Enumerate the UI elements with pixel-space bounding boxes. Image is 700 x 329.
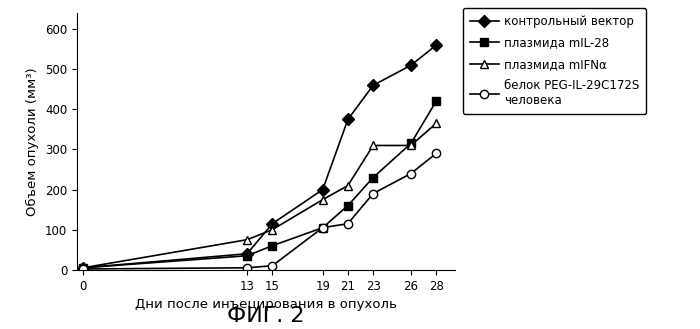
Line: контрольный вектор: контрольный вектор: [79, 41, 440, 272]
плазмида mIL-28: [318, 226, 327, 230]
Y-axis label: Объем опухоли (мм³): Объем опухоли (мм³): [27, 67, 39, 216]
белок PEG-IL-29C172S
человека: [79, 267, 88, 271]
плазмида mIFNα: [344, 184, 352, 188]
плазмида mIL-28: [432, 99, 440, 103]
Line: плазмида mIL-28: плазмида mIL-28: [79, 97, 440, 272]
белок PEG-IL-29C172S
человека: [243, 266, 251, 270]
плазмида mIL-28: [369, 176, 377, 180]
плазмида mIFNα: [407, 143, 415, 147]
X-axis label: Дни после инъецирования в опухоль: Дни после инъецирования в опухоль: [135, 298, 397, 311]
белок PEG-IL-29C172S
человека: [268, 264, 277, 268]
плазмида mIFNα: [79, 266, 88, 270]
плазмида mIFNα: [318, 198, 327, 202]
контрольный вектор: [407, 63, 415, 67]
Line: белок PEG-IL-29C172S
человека: белок PEG-IL-29C172S человека: [79, 149, 440, 273]
плазмида mIL-28: [243, 254, 251, 258]
плазмида mIL-28: [79, 266, 88, 270]
контрольный вектор: [243, 252, 251, 256]
Line: плазмида mIFNα: плазмида mIFNα: [79, 119, 440, 272]
плазмида mIFNα: [243, 238, 251, 242]
контрольный вектор: [344, 117, 352, 121]
плазмида mIFNα: [268, 228, 277, 232]
белок PEG-IL-29C172S
человека: [432, 152, 440, 156]
белок PEG-IL-29C172S
человека: [369, 191, 377, 195]
плазмида mIL-28: [344, 204, 352, 208]
Text: ФИГ. 2: ФИГ. 2: [228, 306, 304, 326]
контрольный вектор: [432, 43, 440, 47]
плазмида mIL-28: [407, 141, 415, 145]
контрольный вектор: [79, 266, 88, 270]
плазмида mIFNα: [369, 143, 377, 147]
контрольный вектор: [369, 83, 377, 87]
белок PEG-IL-29C172S
человека: [318, 226, 327, 230]
контрольный вектор: [318, 188, 327, 191]
контрольный вектор: [268, 222, 277, 226]
белок PEG-IL-29C172S
человека: [344, 222, 352, 226]
белок PEG-IL-29C172S
человека: [407, 172, 415, 176]
плазмида mIFNα: [432, 121, 440, 125]
плазмида mIL-28: [268, 244, 277, 248]
Legend: контрольный вектор, плазмида mIL-28, плазмида mIFNα, белок PEG-IL-29C172S
челове: контрольный вектор, плазмида mIL-28, пла…: [463, 8, 646, 114]
